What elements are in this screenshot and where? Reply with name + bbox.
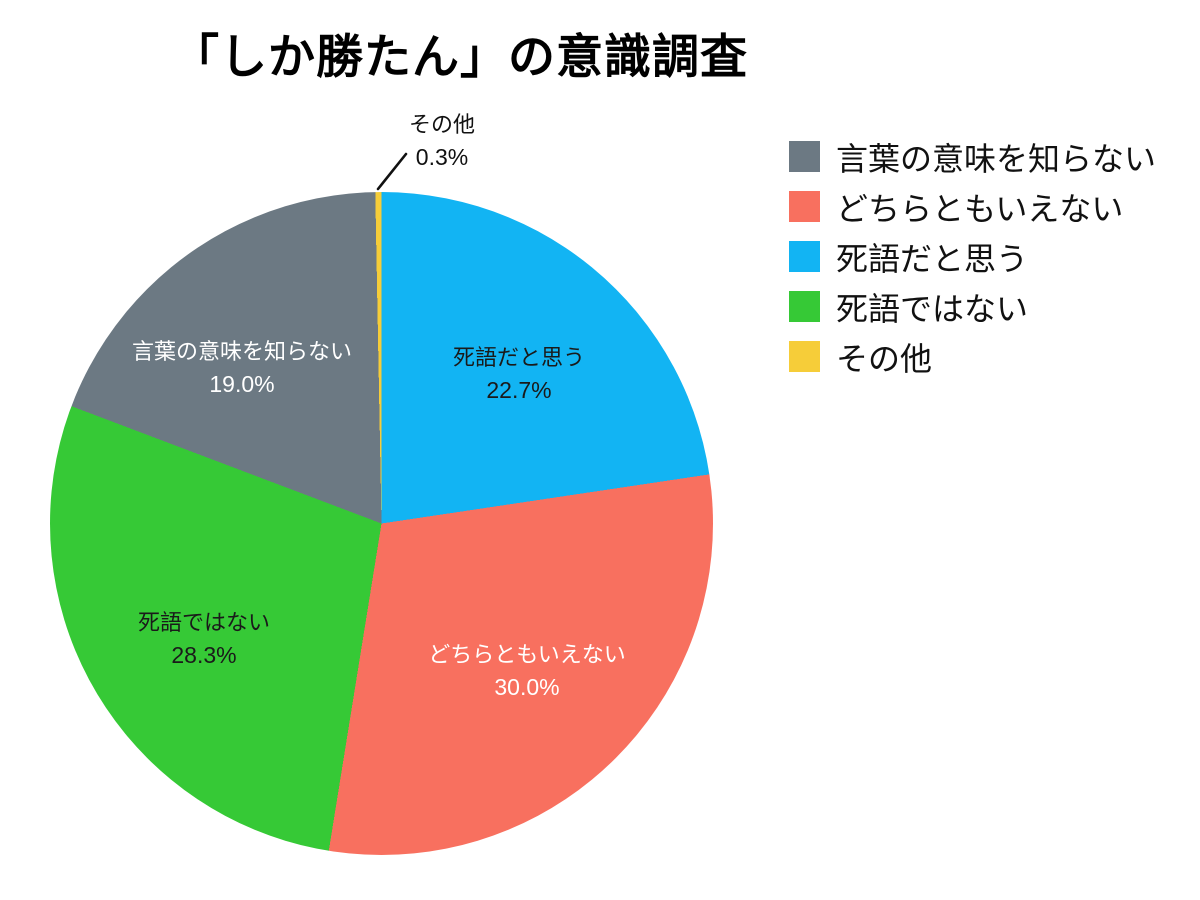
- legend-label: その他: [836, 340, 933, 377]
- legend-label: どちらともいえない: [836, 190, 1124, 227]
- pie-chart: [50, 192, 713, 855]
- slice-label-percent: 19.0%: [209, 371, 275, 397]
- slice-label-percent: 22.7%: [486, 377, 552, 403]
- legend-swatch-blue: [789, 241, 820, 272]
- slice-label-neither: どちらともいえない 30.0%: [428, 638, 626, 704]
- legend-item-neither: どちらともいえない: [789, 191, 1156, 227]
- legend-label: 死語ではない: [836, 290, 1029, 327]
- legend-label: 言葉の意味を知らない: [836, 140, 1157, 177]
- slice-label-other: その他 0.3%: [409, 108, 475, 174]
- legend-label: 死語だと思う: [836, 240, 1029, 277]
- legend-item-other: その他: [789, 341, 1156, 377]
- legend-item-think-its-dead-word: 死語だと思う: [789, 241, 1156, 277]
- slice-label-percent: 28.3%: [171, 642, 237, 668]
- chart-title: 「しか勝たん」の意識調査: [172, 30, 748, 83]
- slice-label-text: 死語ではない: [137, 610, 271, 635]
- slice-label-percent: 0.3%: [415, 144, 469, 170]
- legend-swatch-red: [789, 191, 820, 222]
- slice-label-not-dead-word: 死語ではない 28.3%: [138, 606, 270, 672]
- slice-label-text: どちらともいえない: [428, 642, 626, 667]
- legend-swatch-gray: [789, 141, 820, 172]
- slice-label-dont-know-meaning: 言葉の意味を知らない 19.0%: [132, 335, 352, 401]
- legend-item-not-dead-word: 死語ではない: [789, 291, 1156, 327]
- slice-label-text: その他: [408, 112, 476, 137]
- legend-swatch-green: [789, 291, 820, 322]
- legend-item-dont-know-meaning: 言葉の意味を知らない: [789, 141, 1156, 177]
- legend-swatch-yellow: [789, 341, 820, 372]
- slice-label-percent: 30.0%: [494, 674, 560, 700]
- legend: 言葉の意味を知らない どちらともいえない 死語だと思う 死語ではない その他: [789, 141, 1156, 391]
- slice-label-think-its-dead-word: 死語だと思う 22.7%: [453, 341, 585, 407]
- slice-label-text: 死語だと思う: [452, 345, 586, 370]
- slice-label-text: 言葉の意味を知らない: [131, 339, 353, 364]
